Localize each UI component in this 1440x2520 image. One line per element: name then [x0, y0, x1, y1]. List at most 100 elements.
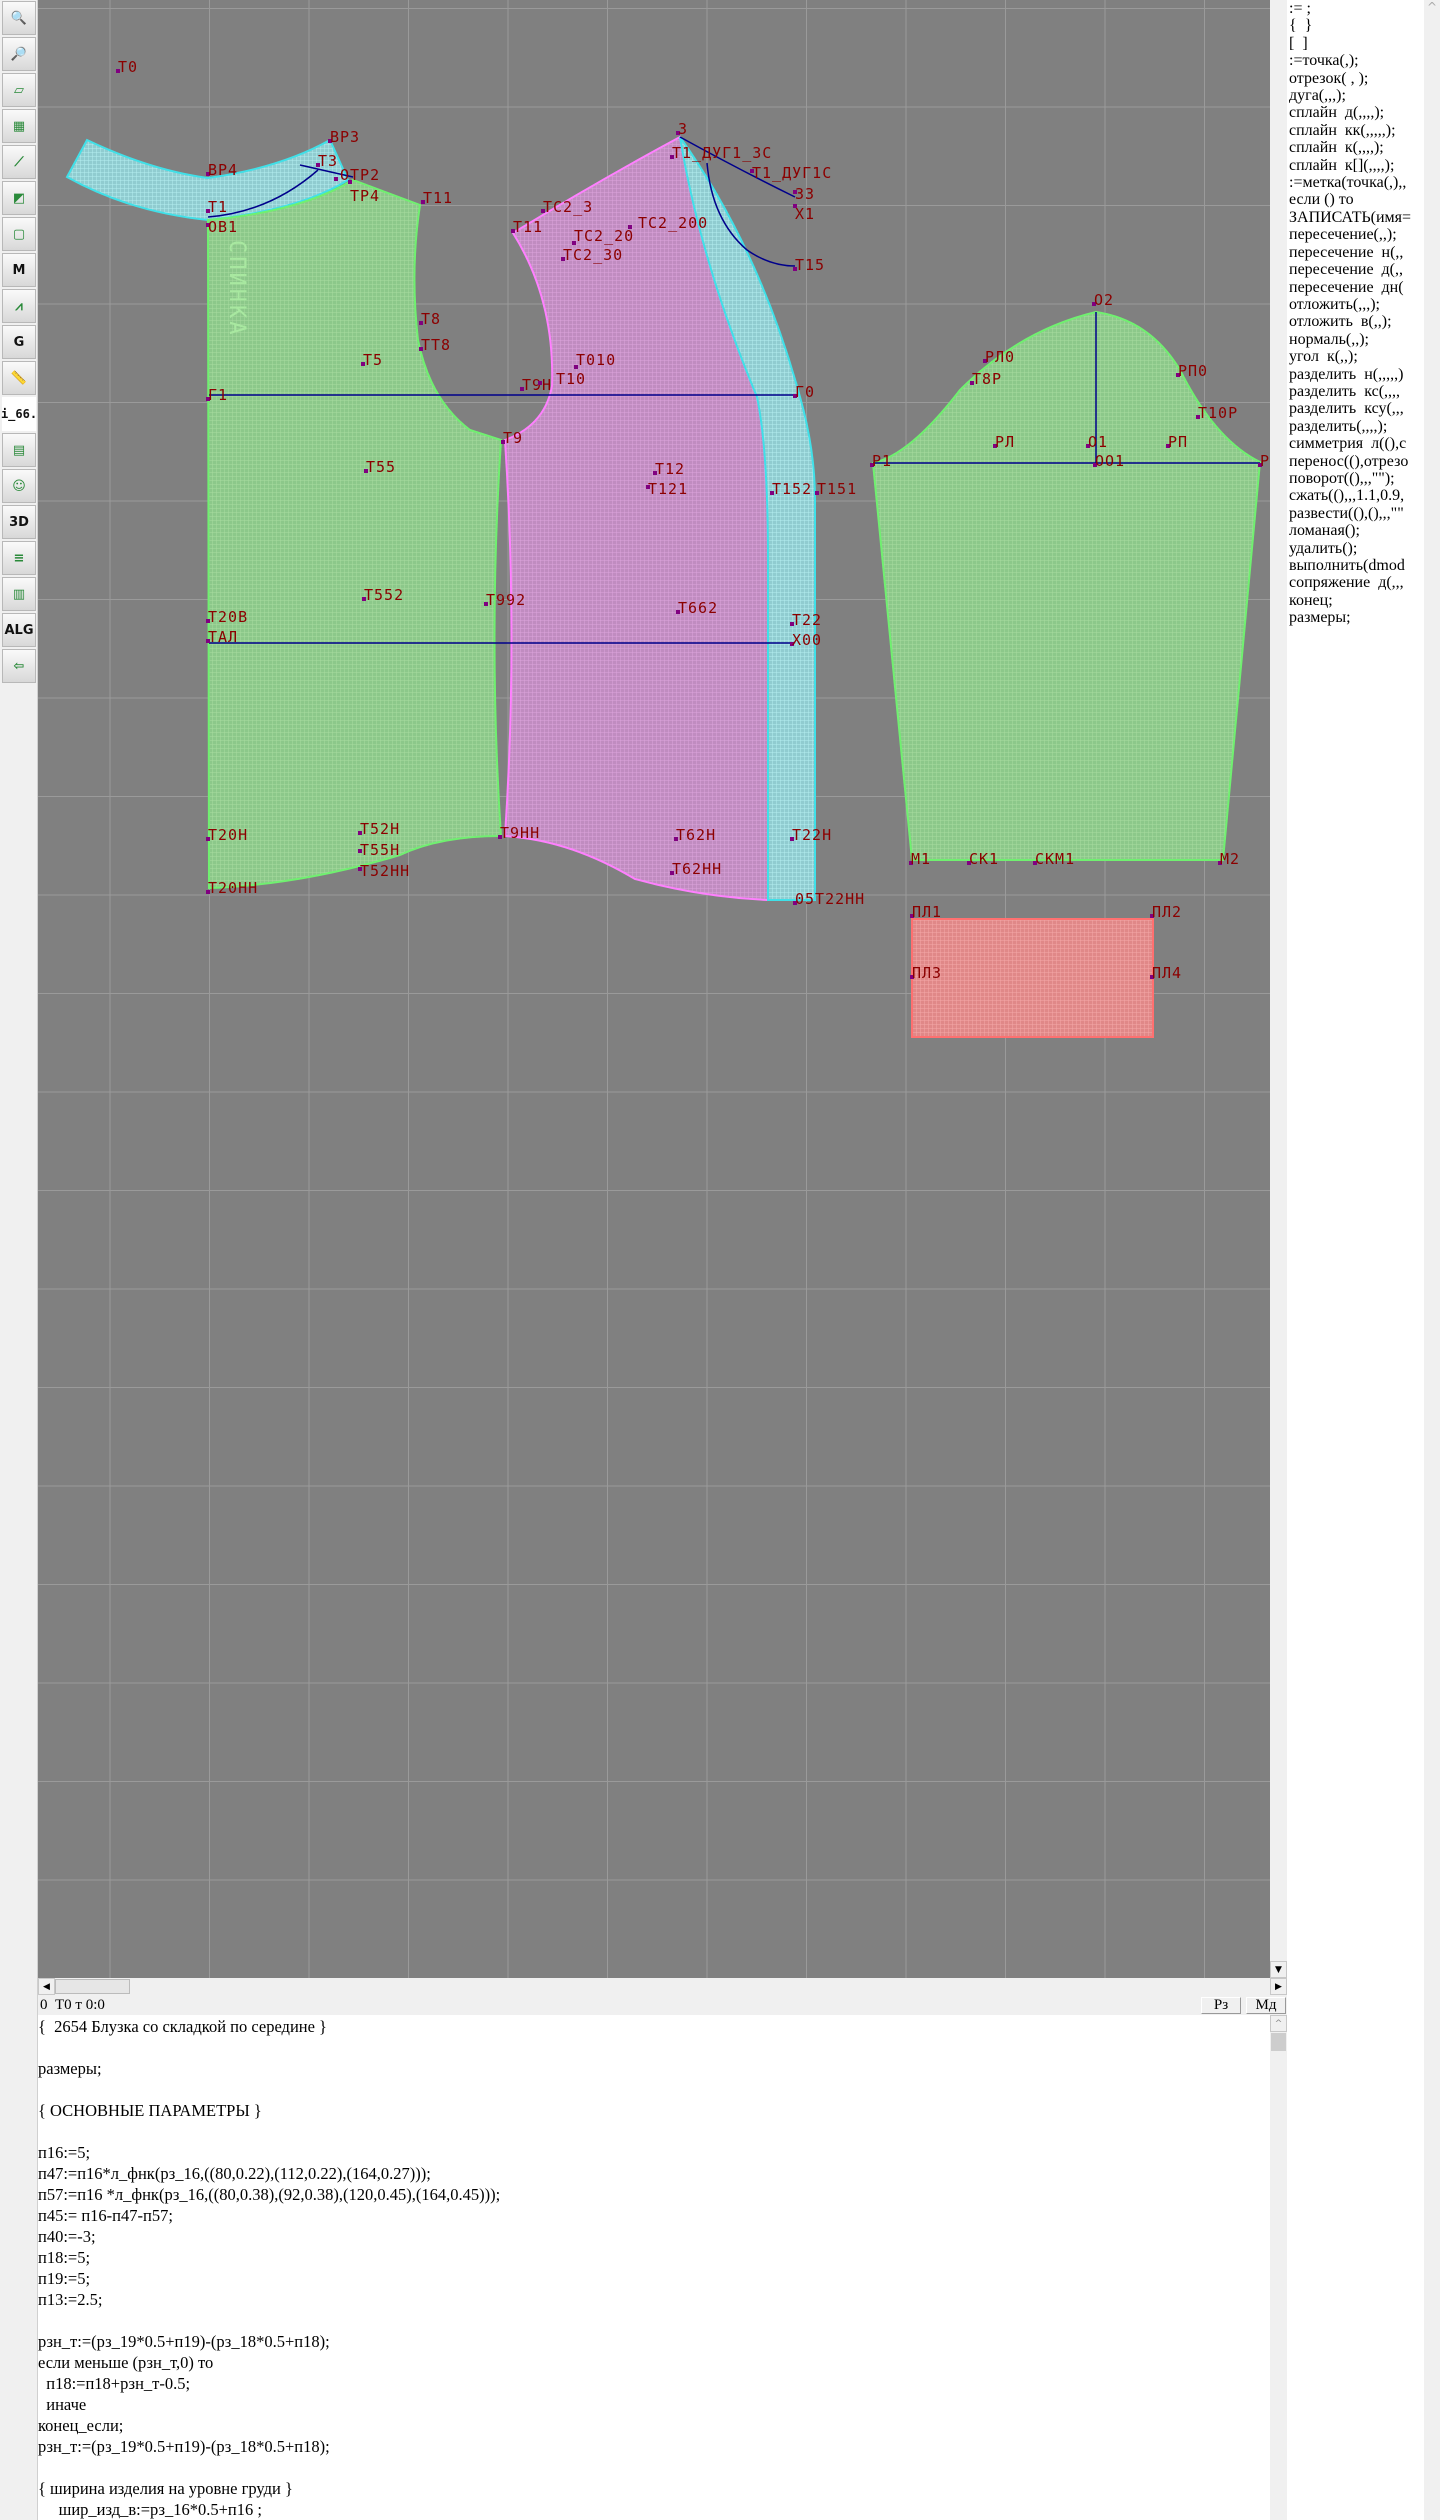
zoom-in-icon[interactable]: 🔍 — [2, 1, 36, 35]
scroll-down-arrow[interactable]: ▼ — [1270, 1961, 1287, 1978]
snippet-item[interactable]: угол к(,,); — [1289, 348, 1358, 366]
code-line[interactable] — [38, 2037, 1270, 2058]
point-marker[interactable] — [206, 209, 210, 213]
snippet-item[interactable]: отложить в(,,); — [1289, 313, 1392, 331]
code-line[interactable]: п40:=-3; — [38, 2227, 96, 2246]
compass-icon[interactable]: ⩘ — [2, 289, 36, 323]
snippet-item[interactable]: сплайн к[](,,,,); — [1289, 156, 1395, 174]
code-scrollbar[interactable]: ^ — [1270, 2015, 1287, 2520]
point-marker[interactable] — [674, 837, 678, 841]
snippet-item[interactable]: перенос((),отрезо — [1289, 452, 1409, 470]
snippet-item[interactable]: симметрия л((),с — [1289, 435, 1407, 453]
snippet-item[interactable]: сжать((),,,1.1,0.9, — [1289, 487, 1405, 505]
point-marker[interactable] — [206, 619, 210, 623]
code-line[interactable]: { ОСНОВНЫЕ ПАРАМЕТРЫ } — [38, 2101, 262, 2120]
snippet-item[interactable]: сопряжение д(,,, — [1289, 574, 1404, 592]
md-button[interactable]: Мд — [1246, 1997, 1286, 2014]
snippet-item[interactable]: сплайн к(,,,,); — [1289, 139, 1384, 157]
layout-map-icon[interactable]: ◩ — [2, 181, 36, 215]
point-marker[interactable] — [983, 359, 987, 363]
point-marker[interactable] — [116, 69, 120, 73]
point-marker[interactable] — [421, 200, 425, 204]
point-marker[interactable] — [1176, 373, 1180, 377]
books-icon[interactable]: ▥ — [2, 577, 36, 611]
point-marker[interactable] — [1086, 444, 1090, 448]
point-marker[interactable] — [670, 155, 674, 159]
point-marker[interactable] — [967, 861, 971, 865]
code-line[interactable] — [38, 2457, 1270, 2478]
code-line[interactable]: размеры; — [38, 2059, 102, 2078]
code-line[interactable]: рзн_т:=(рз_19*0.5+п19)-(рз_18*0.5+п18); — [38, 2332, 330, 2351]
zoom-out-icon[interactable]: 🔎 — [2, 37, 36, 71]
point-marker[interactable] — [561, 257, 565, 261]
grading-icon[interactable]: G — [2, 325, 36, 359]
3d-icon[interactable]: 3D — [2, 505, 36, 539]
panel-scrollbar[interactable]: ^ — [1424, 0, 1440, 2520]
snippet-item[interactable]: развести((),(),,,"" — [1289, 504, 1404, 522]
collar-piece[interactable] — [65, 138, 350, 222]
point-marker[interactable] — [750, 169, 754, 173]
snippet-item[interactable]: { } — [1289, 17, 1313, 35]
model-icon[interactable]: M — [2, 253, 36, 287]
ruler-icon[interactable]: 📏 — [2, 361, 36, 395]
point-marker[interactable] — [1033, 861, 1037, 865]
code-line[interactable]: п13:=2.5; — [38, 2290, 103, 2309]
point-marker[interactable] — [541, 209, 545, 213]
point-marker[interactable] — [206, 223, 210, 227]
point-marker[interactable] — [993, 444, 997, 448]
code-line[interactable]: шир_изд_в:=рз_16*0.5+п16 ; — [38, 2500, 262, 2519]
point-marker[interactable] — [572, 241, 576, 245]
point-marker[interactable] — [1196, 415, 1200, 419]
point-marker[interactable] — [653, 471, 657, 475]
point-marker[interactable] — [790, 622, 794, 626]
pocket-piece[interactable] — [911, 918, 1154, 1038]
point-marker[interactable] — [670, 871, 674, 875]
point-marker[interactable] — [790, 642, 794, 646]
code-line[interactable]: конец_если; — [38, 2416, 124, 2435]
grid-icon[interactable]: ▦ — [2, 109, 36, 143]
point-marker[interactable] — [334, 177, 338, 181]
code-line[interactable]: п18:=п18+рзн_т-0.5; — [38, 2374, 191, 2393]
pieces-icon[interactable]: ▱ — [2, 73, 36, 107]
snippet-item[interactable]: отрезок( , ); — [1289, 69, 1369, 87]
snippet-item[interactable]: пересечение д(,, — [1289, 261, 1404, 279]
snippet-item[interactable]: сплайн д(,,,,); — [1289, 104, 1385, 122]
point-marker[interactable] — [538, 381, 542, 385]
point-marker[interactable] — [520, 387, 524, 391]
point-marker[interactable] — [870, 463, 874, 467]
code-editor[interactable]: { 2654 Блузка со складкой по середине } р… — [38, 2015, 1270, 2520]
code-line[interactable]: п16:=5; — [38, 2143, 91, 2162]
point-marker[interactable] — [793, 267, 797, 271]
point-marker[interactable] — [206, 639, 210, 643]
point-marker[interactable] — [815, 491, 819, 495]
code-line[interactable] — [38, 2079, 1270, 2100]
point-marker[interactable] — [970, 381, 974, 385]
snippet-item[interactable]: поворот((),,,""); — [1289, 469, 1395, 487]
exit-icon[interactable]: ⇦ — [2, 649, 36, 683]
code-line[interactable] — [38, 2310, 1270, 2331]
snippet-item[interactable]: если () то — [1289, 191, 1354, 209]
point-marker[interactable] — [358, 831, 362, 835]
point-marker[interactable] — [793, 204, 797, 208]
snippet-item[interactable]: пересечение(,,); — [1289, 226, 1397, 244]
point-marker[interactable] — [574, 365, 578, 369]
point-marker[interactable] — [501, 440, 505, 444]
point-marker[interactable] — [348, 180, 352, 184]
front-piece[interactable] — [206, 178, 503, 890]
snippet-item[interactable]: := ; — [1289, 0, 1311, 17]
point-marker[interactable] — [358, 867, 362, 871]
snippet-item[interactable]: пересечение н(,, — [1289, 243, 1404, 261]
point-marker[interactable] — [1166, 444, 1170, 448]
pattern-canvas[interactable]: СПИНКА Т0 ВР3 ВР4 Т1 ОВ1 Т3 ОТР2 ТР4 Т11 Т8 ТТ8 Т5 Г… — [38, 0, 1270, 1978]
snippet-item[interactable]: разделить ксу(,,, — [1289, 400, 1404, 418]
point-marker[interactable] — [1092, 302, 1096, 306]
snippet-item[interactable]: дуга(,,,); — [1289, 87, 1346, 105]
snippet-item[interactable]: :=точка(,); — [1289, 52, 1359, 70]
point-marker[interactable] — [362, 597, 366, 601]
snippet-item[interactable]: нормаль(,,); — [1289, 330, 1369, 348]
point-marker[interactable] — [206, 837, 210, 841]
scroll-left-arrow[interactable]: ◀ — [38, 1978, 55, 1995]
point-marker[interactable] — [419, 347, 423, 351]
snippet-item[interactable]: размеры; — [1289, 609, 1351, 627]
code-line[interactable]: иначе — [38, 2395, 87, 2414]
